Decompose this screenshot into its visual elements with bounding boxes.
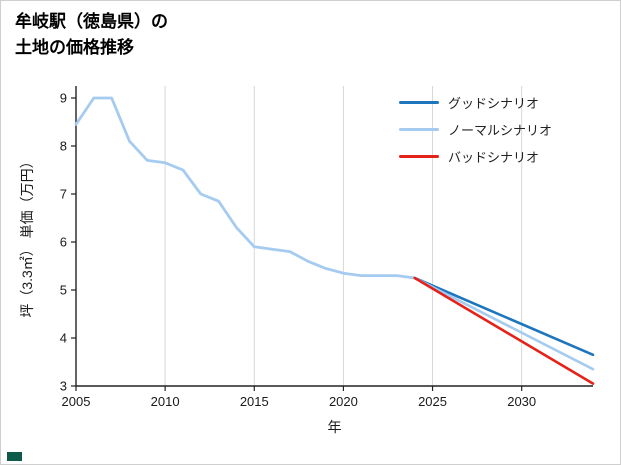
legend-item-good-scenario[interactable]: グッドシナリオ (399, 89, 552, 116)
corner-mark (7, 452, 22, 461)
svg-text:8: 8 (60, 139, 67, 154)
chart-title-line2: 土地の価格推移 (15, 38, 134, 58)
x-axis-label: 年 (327, 419, 342, 435)
chart-title-line1: 牟岐駅（徳島県）の (15, 12, 168, 31)
svg-text:2015: 2015 (240, 394, 269, 409)
svg-text:2020: 2020 (329, 394, 358, 409)
bad-scenario-line-swatch-icon (399, 155, 439, 158)
legend-label: ノーマルシナリオ (448, 123, 553, 138)
svg-text:3: 3 (60, 379, 67, 394)
svg-text:2025: 2025 (418, 394, 447, 409)
svg-text:7: 7 (60, 187, 67, 202)
chart-title: 牟岐駅（徳島県）の 土地の価格推移 (15, 9, 168, 62)
good-scenario-line-swatch-icon (399, 101, 439, 104)
svg-text:4: 4 (60, 331, 67, 346)
y-axis-label: 坪（3.3㎡） 単価（万円） (19, 154, 35, 318)
normal-scenario-line-swatch-icon (399, 128, 439, 131)
legend: グッドシナリオ ノーマルシナリオ バッドシナリオ (399, 89, 552, 170)
svg-text:2030: 2030 (507, 394, 536, 409)
svg-text:2010: 2010 (151, 394, 180, 409)
legend-label: バッドシナリオ (448, 150, 540, 165)
svg-text:5: 5 (60, 283, 67, 298)
svg-text:2005: 2005 (62, 394, 91, 409)
svg-text:9: 9 (60, 91, 67, 106)
legend-item-normal-scenario[interactable]: ノーマルシナリオ (399, 116, 552, 143)
svg-text:6: 6 (60, 235, 67, 250)
legend-item-bad-scenario[interactable]: バッドシナリオ (399, 143, 552, 170)
legend-label: グッドシナリオ (448, 96, 540, 111)
